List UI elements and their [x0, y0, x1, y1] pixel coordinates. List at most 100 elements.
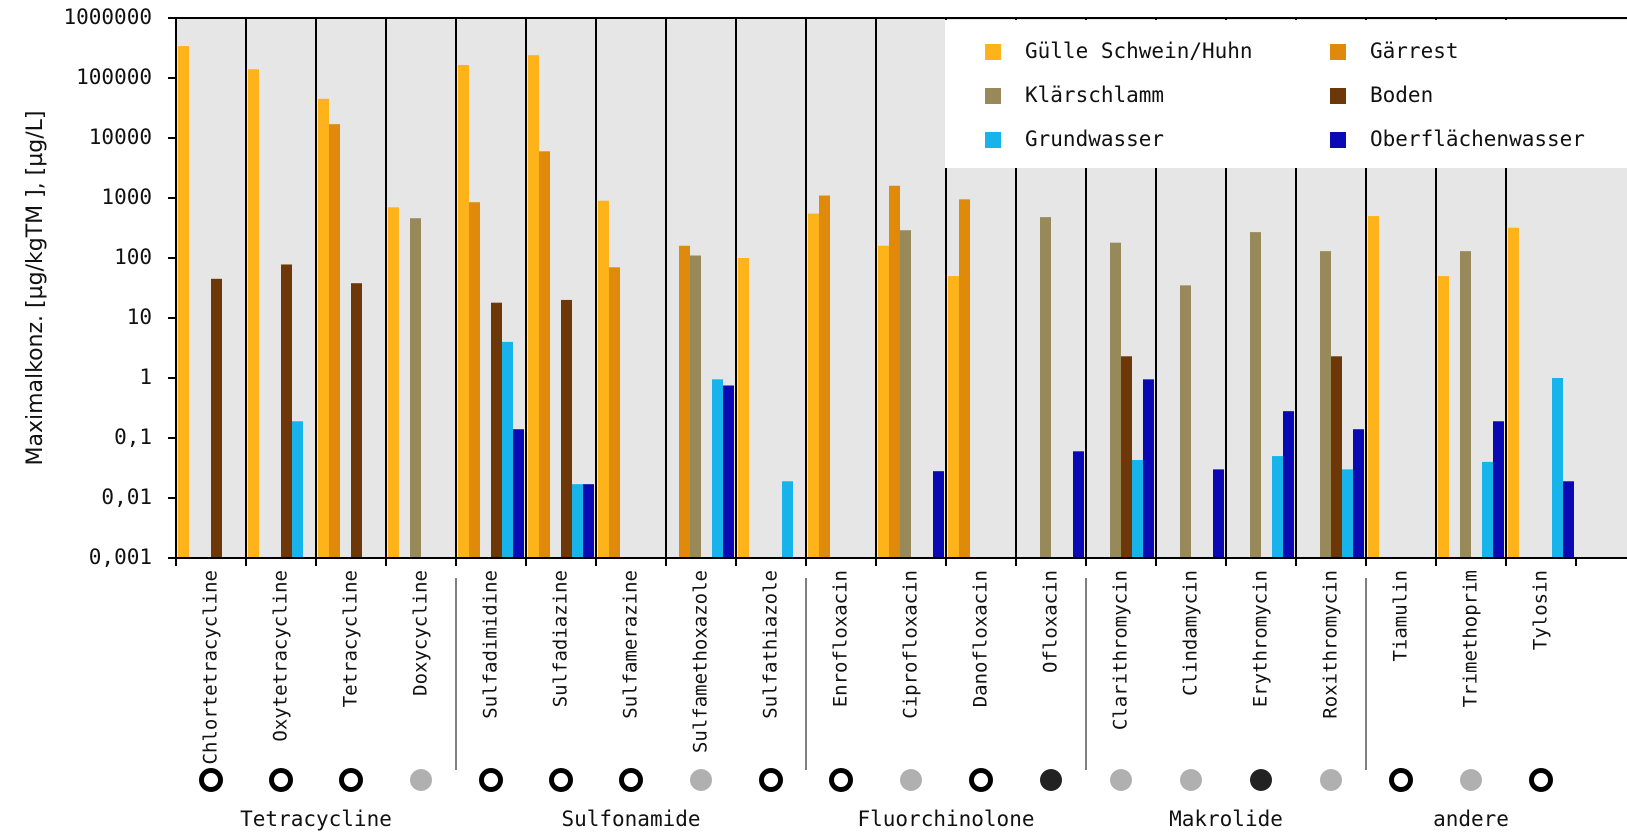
- legend-swatch: [985, 88, 1001, 104]
- category-label: Erythromycin: [1250, 570, 1272, 707]
- category-label: Roxithromycin: [1320, 570, 1342, 719]
- bar: [528, 55, 539, 559]
- light-grey-circle-marker: [1320, 769, 1342, 791]
- bar: [211, 278, 222, 558]
- bar: [808, 213, 819, 558]
- category-label: Trimethoprim: [1460, 570, 1482, 707]
- light-grey-circle-marker: [900, 769, 922, 791]
- bar: [959, 199, 970, 558]
- group-label: Fluorchinolone: [857, 807, 1034, 831]
- bar: [329, 124, 340, 558]
- bar: [318, 98, 329, 558]
- bar: [539, 151, 550, 559]
- y-tick-label: 100: [114, 245, 152, 269]
- category-label: Sulfamethoxazole: [690, 570, 712, 753]
- bar: [723, 385, 734, 558]
- bar: [388, 207, 399, 558]
- bar: [410, 218, 421, 558]
- bar: [1331, 356, 1342, 558]
- open-circle-marker: [619, 768, 643, 792]
- bar: [561, 299, 572, 558]
- bar: [502, 341, 513, 558]
- bar: [889, 185, 900, 558]
- y-tick-label: 1: [139, 365, 152, 389]
- bar: [281, 264, 292, 558]
- bar: [572, 484, 583, 558]
- bar: [1073, 451, 1084, 558]
- y-tick-label: 0,001: [89, 545, 152, 569]
- category-label: Tylosin: [1530, 570, 1552, 650]
- bar: [1493, 421, 1504, 558]
- bar: [1040, 217, 1051, 558]
- open-circle-marker: [339, 768, 363, 792]
- light-grey-circle-marker: [1110, 769, 1132, 791]
- dark-circle-marker: [1040, 769, 1062, 791]
- bar: [1320, 251, 1331, 559]
- bar: [933, 471, 944, 558]
- bar: [1368, 216, 1379, 558]
- bar: [583, 484, 594, 558]
- legend-label: Klärschlamm: [1025, 83, 1164, 107]
- legend-swatch: [985, 44, 1001, 60]
- group-label: Makrolide: [1169, 807, 1283, 831]
- open-circle-marker: [829, 768, 853, 792]
- bar: [469, 202, 480, 558]
- bar: [1552, 378, 1563, 558]
- open-circle-marker: [969, 768, 993, 792]
- category-label: Tiamulin: [1390, 570, 1412, 662]
- bar: [1250, 232, 1261, 559]
- open-circle-marker: [199, 768, 223, 792]
- bar: [248, 69, 259, 559]
- y-tick-label: 10: [127, 305, 152, 329]
- legend-label: Grundwasser: [1025, 127, 1164, 151]
- y-axis-label: Maximalkonz. [µg/kgTM ], [µg/L]: [23, 111, 48, 466]
- bar: [1143, 379, 1154, 558]
- bar: [609, 267, 620, 558]
- category-label: Enrofloxacin: [830, 570, 852, 707]
- open-circle-marker: [479, 768, 503, 792]
- legend-label: Boden: [1370, 83, 1433, 107]
- category-label: Clindamycin: [1180, 570, 1202, 696]
- bar: [458, 64, 469, 559]
- bar: [1460, 251, 1471, 559]
- open-circle-marker: [549, 768, 573, 792]
- bar: [598, 200, 609, 558]
- bar: [1482, 461, 1493, 558]
- legend-swatch: [1330, 88, 1346, 104]
- bar: [948, 276, 959, 558]
- category-label: Clarithromycin: [1110, 570, 1132, 730]
- category-label: Ofloxacin: [1040, 570, 1062, 673]
- light-grey-circle-marker: [690, 769, 712, 791]
- bar: [292, 421, 303, 558]
- category-label: Oxytetracycline: [270, 570, 292, 742]
- category-label: Chlortetracycline: [200, 570, 222, 764]
- bar: [1180, 285, 1191, 558]
- bar: [1342, 469, 1353, 558]
- y-tick-label: 0,01: [101, 485, 152, 509]
- legend-swatch: [985, 132, 1001, 148]
- legend-label: Gülle Schwein/Huhn: [1025, 39, 1253, 63]
- light-grey-circle-marker: [1180, 769, 1202, 791]
- bar: [1563, 481, 1574, 558]
- bar: [900, 230, 911, 559]
- bar: [178, 46, 189, 558]
- legend-label: Gärrest: [1370, 39, 1459, 63]
- bar: [1110, 242, 1121, 558]
- light-grey-circle-marker: [410, 769, 432, 791]
- group-label: andere: [1433, 807, 1509, 831]
- bar: [351, 283, 362, 558]
- legend-box: [945, 20, 1627, 168]
- bar: [878, 245, 889, 558]
- y-tick-label: 10000: [89, 125, 152, 149]
- y-tick-label: 0,1: [114, 425, 152, 449]
- bar: [712, 379, 723, 558]
- y-tick-label: 100000: [76, 65, 152, 89]
- legend-label: Oberflächenwasser: [1370, 127, 1585, 151]
- open-circle-marker: [759, 768, 783, 792]
- y-tick-label: 1000: [101, 185, 152, 209]
- category-label: Sulfamerazine: [620, 570, 642, 719]
- bar: [1121, 356, 1132, 558]
- group-label: Sulfonamide: [561, 807, 700, 831]
- bar: [1283, 411, 1294, 558]
- y-tick-label: 1000000: [63, 5, 152, 29]
